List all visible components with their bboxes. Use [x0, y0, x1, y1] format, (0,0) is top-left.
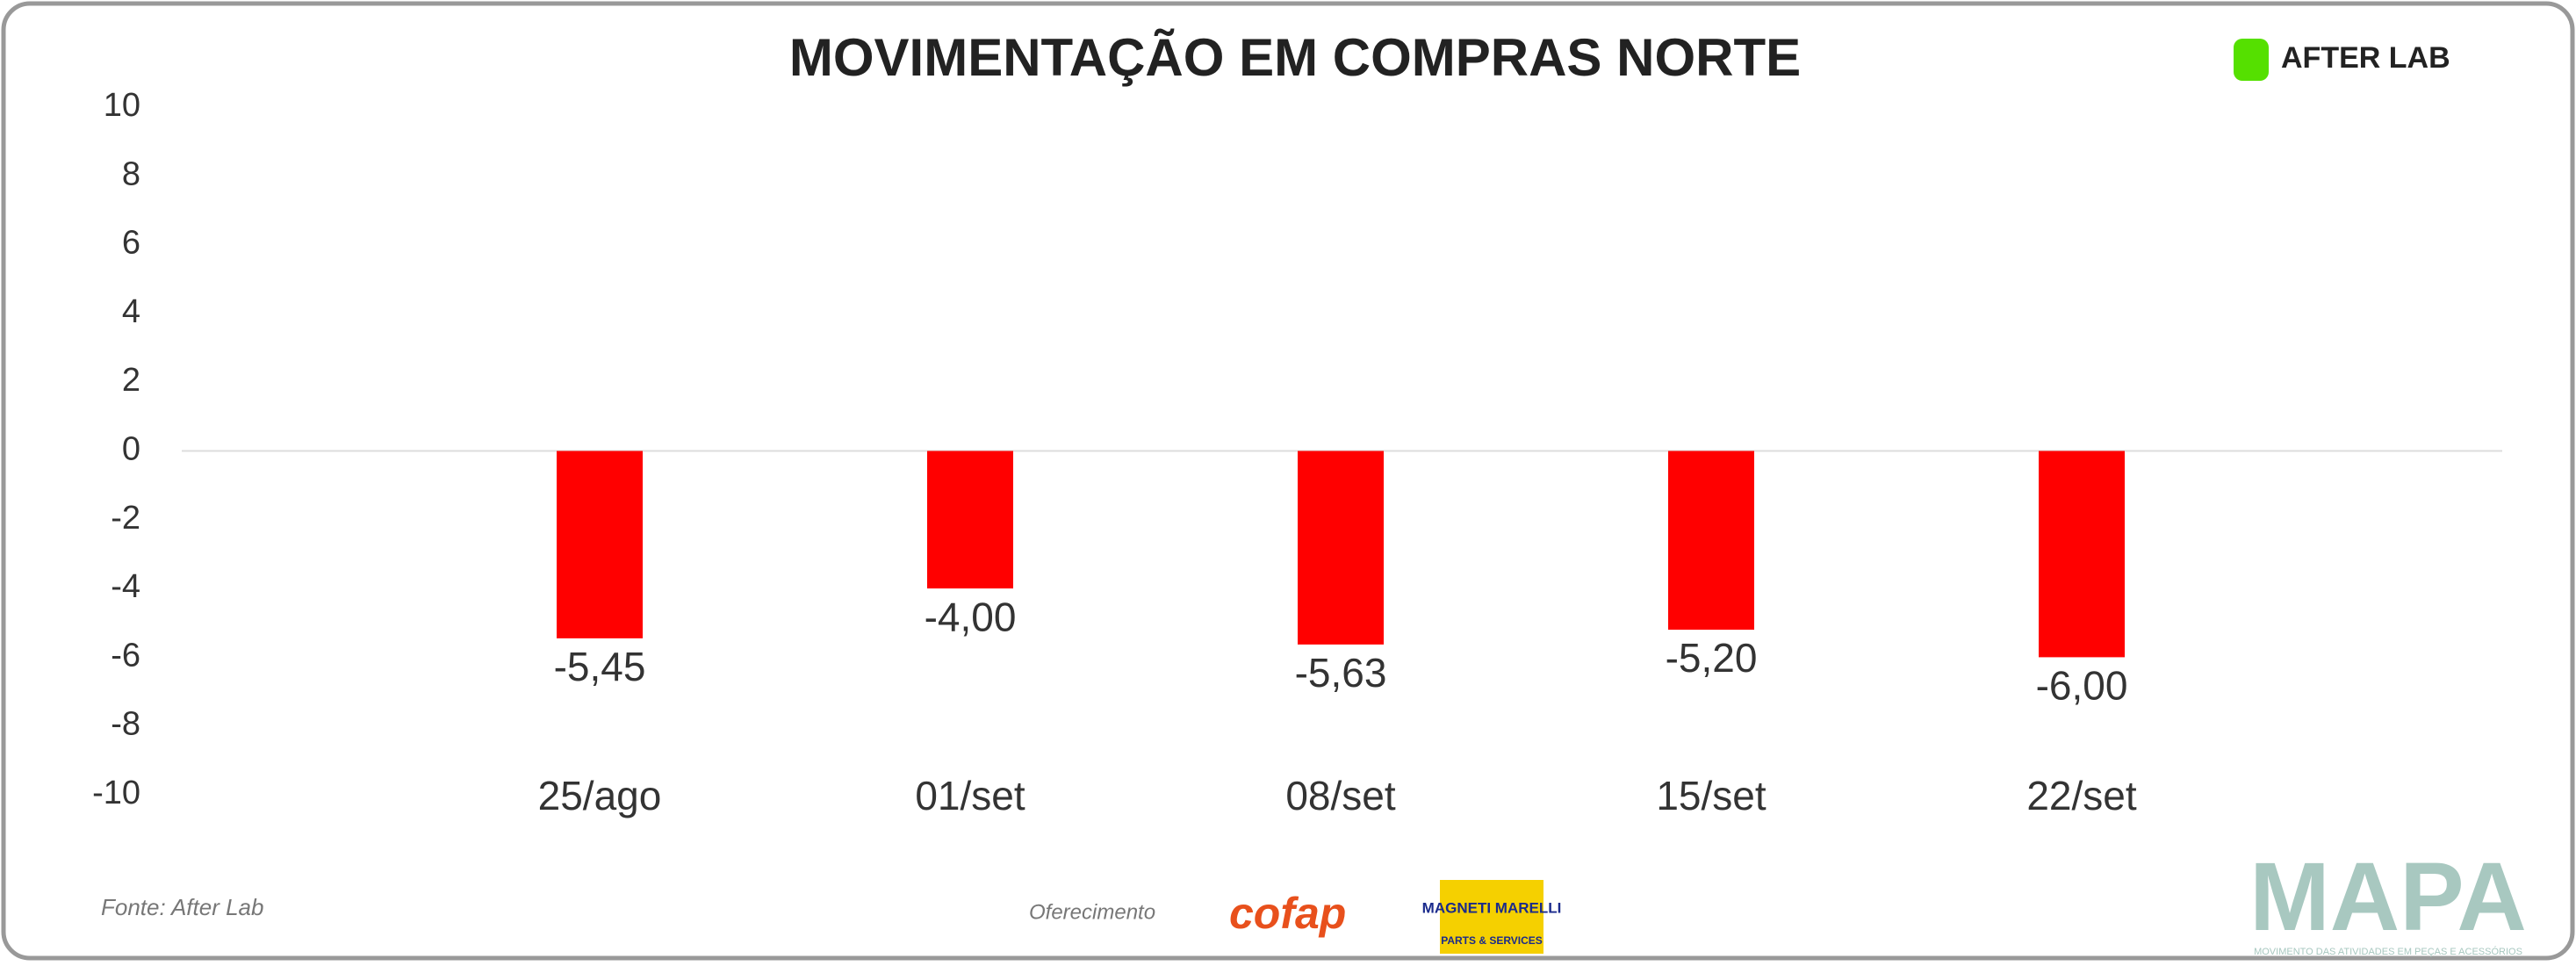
bar: [1298, 451, 1384, 645]
y-tick-label: 4: [122, 293, 140, 330]
value-label: -6,00: [2036, 663, 2128, 709]
value-label: -5,45: [554, 644, 646, 689]
y-tick-label: 2: [122, 362, 140, 399]
y-tick-label: 0: [122, 431, 140, 468]
y-tick-label: 10: [104, 87, 140, 124]
cofap-logo: cofap: [1229, 889, 1346, 938]
y-tick-label: -4: [111, 568, 140, 605]
mapa-logo: MAPA: [2249, 843, 2527, 951]
x-tick-label: 08/set: [1285, 773, 1396, 818]
y-tick-label: 6: [122, 225, 140, 262]
bar: [927, 451, 1013, 589]
mapa-sub: MOVIMENTO DAS ATIVIDADES EM PEÇAS E ACES…: [2254, 946, 2522, 957]
value-label: -5,20: [1666, 635, 1758, 681]
bar: [557, 451, 643, 638]
y-tick-label: 8: [122, 155, 140, 192]
bar: [2039, 451, 2125, 658]
x-tick-label: 25/ago: [538, 773, 662, 818]
source: Fonte: After Lab: [101, 894, 263, 920]
afterlab-icon: [2234, 39, 2269, 81]
x-tick-label: 01/set: [915, 773, 1025, 818]
value-label: -5,63: [1295, 650, 1387, 696]
x-tick-label: 22/set: [2026, 773, 2137, 818]
y-tick-label: -2: [111, 500, 140, 537]
magneti-logo: MAGNETI MARELLI: [1422, 899, 1562, 916]
value-label: -4,00: [925, 594, 1017, 639]
y-tick-label: -10: [92, 775, 140, 811]
magneti-sub: PARTS & SERVICES: [1441, 934, 1543, 947]
y-tick-label: -6: [111, 637, 140, 674]
y-tick-label: -8: [111, 706, 140, 743]
bar: [1668, 451, 1754, 631]
afterlab-logo: AFTER LAB: [2281, 41, 2450, 75]
sponsor-label: Oferecimento: [1029, 900, 1155, 924]
chart-title: MOVIMENTAÇÃO EM COMPRAS NORTE: [789, 28, 1801, 87]
magneti-box: [1440, 880, 1543, 954]
x-tick-label: 15/set: [1656, 773, 1767, 818]
